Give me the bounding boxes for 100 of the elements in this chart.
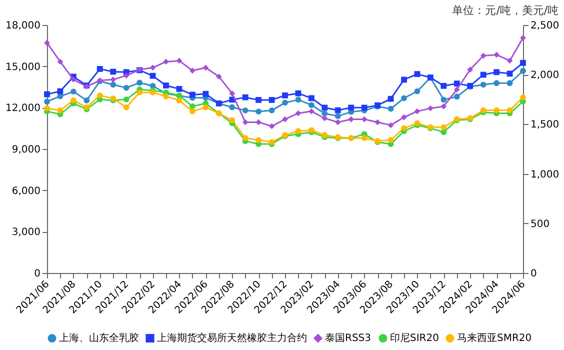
point: [70, 97, 76, 104]
point: [520, 68, 526, 74]
point: [494, 80, 500, 86]
point: [216, 74, 222, 80]
point: [123, 104, 130, 110]
point: [256, 137, 262, 144]
point: [295, 90, 302, 96]
point: [401, 95, 407, 102]
point: [268, 123, 275, 130]
point: [308, 102, 314, 108]
point: [282, 100, 288, 106]
point: [202, 104, 209, 110]
point: [401, 125, 407, 132]
point: [388, 137, 394, 144]
point: [110, 82, 116, 88]
point: [176, 97, 182, 104]
point: [334, 119, 341, 126]
point: [202, 90, 209, 97]
point: [295, 110, 302, 116]
point: [334, 113, 341, 120]
point: [176, 86, 182, 92]
point: [348, 104, 354, 111]
point: [322, 110, 328, 116]
legend-label: 泰国RSS3: [325, 333, 372, 344]
point: [136, 90, 143, 96]
point: [427, 105, 434, 112]
point: [136, 80, 143, 86]
point: [308, 95, 314, 102]
point: [84, 97, 90, 104]
point: [454, 86, 460, 92]
point: [282, 116, 288, 122]
point: [414, 71, 420, 78]
point: [189, 68, 196, 74]
point: [494, 107, 500, 114]
y2-tick-label: 1,500: [530, 120, 560, 131]
point: [242, 107, 248, 114]
point: [520, 94, 526, 100]
point: [189, 103, 196, 110]
y2-tick-label: 2,500: [530, 20, 560, 32]
point: [229, 90, 236, 96]
point: [334, 107, 341, 114]
point: [520, 34, 526, 41]
y-tick-label: 3,000: [12, 227, 40, 238]
point: [229, 117, 236, 124]
point: [123, 72, 130, 79]
point: [57, 58, 64, 65]
point: [480, 82, 486, 88]
point: [70, 76, 76, 83]
y-tick-label: 12,000: [6, 103, 40, 114]
point: [506, 80, 513, 86]
point: [110, 68, 116, 75]
y-tick-label: 0: [34, 268, 40, 280]
point: [189, 92, 196, 98]
point: [96, 66, 103, 72]
point: [520, 60, 526, 66]
point: [388, 106, 394, 112]
legend-label: 上海、山东全乳胶: [59, 332, 139, 344]
point: [123, 96, 130, 102]
y2-tick-label: 2,000: [530, 70, 560, 82]
point: [96, 92, 103, 98]
point: [242, 94, 248, 100]
point: [150, 64, 156, 71]
point: [401, 114, 407, 120]
point: [480, 72, 486, 78]
point: [202, 64, 209, 71]
point: [374, 119, 381, 126]
y-tick-label: 9,000: [12, 144, 40, 156]
point: [163, 93, 169, 100]
point: [256, 108, 262, 114]
point: [494, 69, 500, 76]
chart-title: 单位：元/吨，美元/吨: [452, 4, 559, 17]
legend-label: 上海期货交易所天然橡胶主力合约: [157, 332, 307, 344]
point: [440, 96, 447, 103]
point: [361, 104, 368, 111]
point: [388, 122, 394, 128]
point: [322, 115, 328, 122]
point: [506, 58, 513, 64]
point: [308, 108, 314, 114]
point: [506, 70, 513, 77]
point: [229, 104, 236, 110]
point: [268, 107, 275, 114]
point: [440, 124, 447, 130]
point: [414, 108, 420, 114]
point: [282, 92, 288, 98]
legend-label: 马来西亚SMR20: [457, 332, 532, 344]
y-tick-label: 15,000: [6, 62, 40, 73]
y-tick-label: 18,000: [6, 20, 40, 32]
point: [57, 107, 64, 114]
point: [388, 96, 394, 102]
point: [242, 135, 248, 142]
point: [189, 108, 196, 114]
point: [123, 84, 130, 91]
y2-tick-label: 500: [530, 218, 550, 230]
point: [480, 52, 486, 59]
point: [150, 72, 156, 79]
point: [268, 96, 275, 103]
point: [467, 66, 474, 73]
point: [361, 135, 368, 142]
y-tick-label: 6,000: [12, 186, 40, 197]
point: [110, 76, 116, 83]
